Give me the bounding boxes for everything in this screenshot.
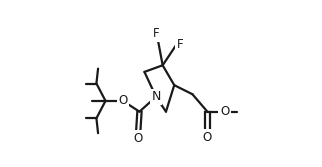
- Text: F: F: [153, 27, 159, 40]
- Text: O: O: [133, 132, 142, 145]
- Text: N: N: [151, 90, 161, 103]
- Text: F: F: [177, 38, 183, 51]
- Text: O: O: [203, 131, 212, 144]
- Text: O: O: [118, 94, 128, 107]
- Text: O: O: [220, 105, 229, 118]
